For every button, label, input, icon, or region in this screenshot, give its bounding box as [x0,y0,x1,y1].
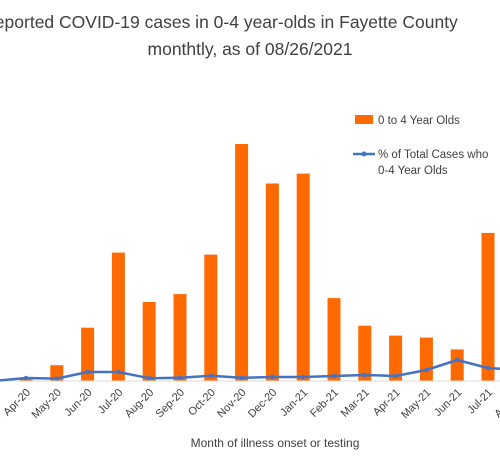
line-point-Oct-20 [208,373,213,378]
x-tick-Jul-21: Jul-21 [465,387,495,417]
bar-Mar-21 [358,325,372,381]
line-point-Jul-21 [485,365,491,371]
line-point-Jan-21 [301,374,306,380]
x-tick-Apr-20: Apr-20 [1,387,33,419]
bar-Dec-20 [265,183,279,381]
line-point-May-21 [424,367,429,373]
line-point-Jun-20 [85,369,90,375]
bar-Aug-20 [142,302,156,381]
bar-Oct-20 [204,254,218,381]
legend-bar-label: 0 to 4 Year Olds [378,115,460,127]
line-point-Feb-21 [331,373,337,379]
x-tick-Jun-20: Jun-20 [62,387,94,419]
line-series-group [0,357,500,382]
x-tick-Oct-20: Oct-20 [186,387,218,419]
x-tick-Feb-21: Feb-21 [308,387,341,420]
x-tick-Jun-21: Jun-21 [432,387,464,419]
bar-Sep-20 [173,294,187,381]
bar-Jun-21 [450,349,464,381]
legend: 0 to 4 Year Olds % of Total Cases who 0-… [353,115,488,177]
legend-line-label-1: % of Total Cases who [378,149,488,161]
x-tick-May-21: May-21 [399,387,433,421]
chart-title-line2: monthtly, as of 08/26/2021 [147,39,353,59]
line-series-path [0,358,500,382]
x-tick-Sep-20: Sep-20 [154,387,188,421]
line-point-Aug-20 [147,376,152,381]
x-tick-Jul-20: Jul-20 [96,387,126,417]
x-tick-Dec-20: Dec-20 [246,387,280,421]
line-point-Nov-20 [239,375,244,380]
line-point-Dec-20 [270,374,275,380]
legend-line-label-2: 0-4 Year Olds [378,165,448,177]
legend-bar-swatch [355,115,373,124]
bar-May-21 [419,337,433,382]
line-point-Mar-21 [362,372,367,378]
bar-Jul-20 [111,252,125,381]
line-point-Apr-20 [23,375,29,381]
x-tick-Jan-21: Jan-21 [278,387,310,419]
bar-Feb-21 [327,298,341,382]
bar-Jun-20 [81,327,95,381]
bar-Jan-21 [296,173,310,381]
line-point-May-20 [54,376,59,381]
x-tick-May-20: May-20 [29,387,63,421]
bars-group [19,144,495,382]
chart-title-line1: Reported COVID-19 cases in 0-4 year-olds… [0,12,458,32]
x-tick-Aug-21: Aug-21 [492,387,500,421]
line-point-Sep-20 [177,375,183,380]
x-tick-Nov-20: Nov-20 [215,387,249,421]
x-tick-Aug-20: Aug-20 [123,387,157,421]
line-point-Apr-21 [393,373,398,379]
x-tick-Apr-21: Apr-21 [371,387,403,419]
line-point-Jul-20 [116,369,121,375]
bar-Jul-21 [481,232,495,381]
x-axis-label: Month of illness onset or testing [191,436,360,450]
legend-line-marker [361,151,367,157]
bar-Apr-21 [389,335,403,381]
line-point-Jun-21 [455,357,460,363]
x-tick-Mar-21: Mar-21 [339,387,372,420]
bar-Nov-20 [235,144,249,381]
